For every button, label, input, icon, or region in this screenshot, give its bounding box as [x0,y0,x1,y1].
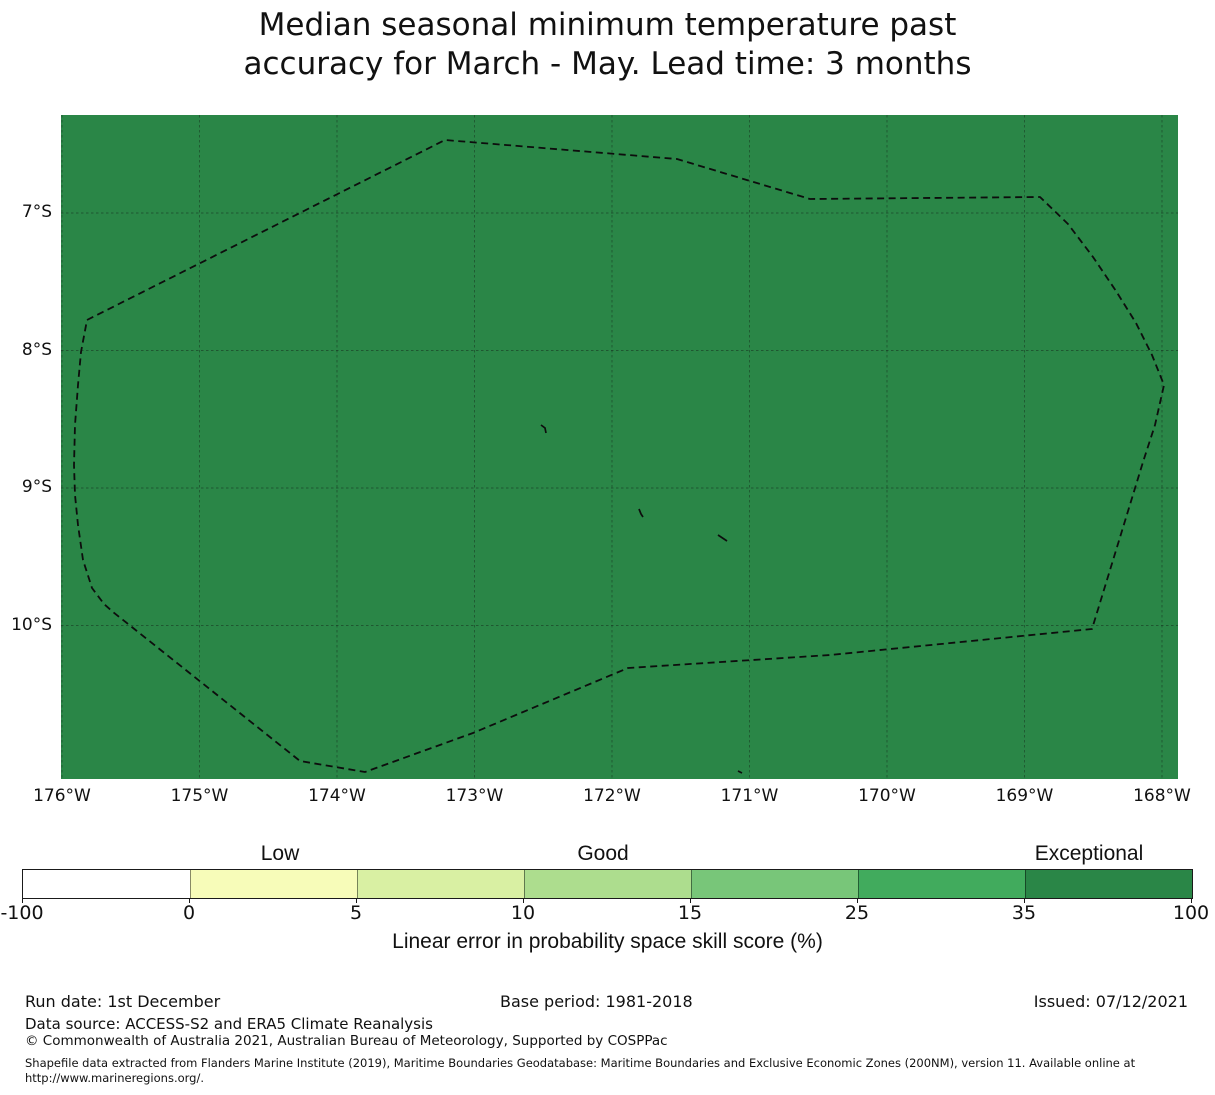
x-tick-label: 169°W [995,786,1054,806]
y-tick-label: 10°S [11,614,52,635]
colorbar-tick [356,898,357,903]
colorbar-segment [357,870,524,898]
x-tick-label: 173°W [445,786,504,806]
copyright-text: © Commonwealth of Australia 2021, Austra… [25,1033,668,1049]
x-tick-label: 168°W [1133,786,1191,806]
x-tick-label: 172°W [583,786,641,806]
shapefile-note-line-2: http://www.marineregions.org/. [25,1071,204,1085]
island-marks [540,424,743,774]
colorbar-segment [1025,870,1192,898]
x-tick-label: 176°W [33,786,91,806]
x-tick-label: 170°W [858,786,916,806]
title-line-1: Median seasonal minimum temperature past [258,7,957,43]
colorbar-category-label: Exceptional [1034,842,1144,865]
island-mark [540,424,547,434]
run-date-text: Run date: 1st December [25,992,221,1011]
map-canvas [61,115,1178,779]
map-area [61,115,1178,779]
island-mark [717,534,728,542]
data-source-text: Data source: ACCESS-S2 and ERA5 Climate … [25,1015,433,1033]
colorbar-tick-label: -100 [0,902,44,924]
page-title: Median seasonal minimum temperature past… [0,6,1215,84]
title-line-2: accuracy for March - May. Lead time: 3 m… [243,46,972,82]
issued-text: Issued: 07/12/2021 [1033,992,1188,1011]
colorbar-tick [1191,898,1192,903]
colorbar-segment [691,870,858,898]
island-mark [638,508,644,518]
island-mark [737,770,743,774]
colorbar-segment [23,870,190,898]
eez-boundary [73,139,1165,773]
colorbar-tick-label: 10 [510,902,536,924]
colorbar-category-label: Good [577,842,629,865]
colorbar-axis-label: Linear error in probability space skill … [392,930,823,953]
colorbar-segment [524,870,691,898]
base-period-text: Base period: 1981-2018 [500,992,693,1011]
colorbar-tick-label: 25 [844,902,870,924]
colorbar-tick-label: 5 [349,902,363,924]
colorbar-tick [189,898,190,903]
colorbar-tick [690,898,691,903]
colorbar-tick [22,898,23,903]
shapefile-note-line-1: Shapefile data extracted from Flanders M… [25,1056,1136,1070]
gridlines [61,115,1178,779]
y-tick-label: 7°S [21,202,52,222]
y-tick-label: 9°S [21,477,52,497]
colorbar-tick [857,898,858,903]
colorbar-segment [858,870,1025,898]
x-tick-label: 174°W [308,786,366,806]
x-tick-label: 175°W [170,786,229,806]
colorbar-tick-label: 100 [1172,902,1210,924]
colorbar-tick-label: 0 [182,902,196,924]
colorbar-tick-label: 35 [1011,902,1037,924]
colorbar-category-label: Low [260,842,300,865]
colorbar-segment [190,870,357,898]
y-tick-label: 8°S [21,339,52,360]
x-tick-label: 171°W [720,786,779,806]
colorbar-tick [523,898,524,903]
colorbar [22,869,1193,899]
colorbar-tick [1024,898,1025,903]
map-fill [61,115,1178,779]
colorbar-tick-label: 15 [677,902,703,924]
